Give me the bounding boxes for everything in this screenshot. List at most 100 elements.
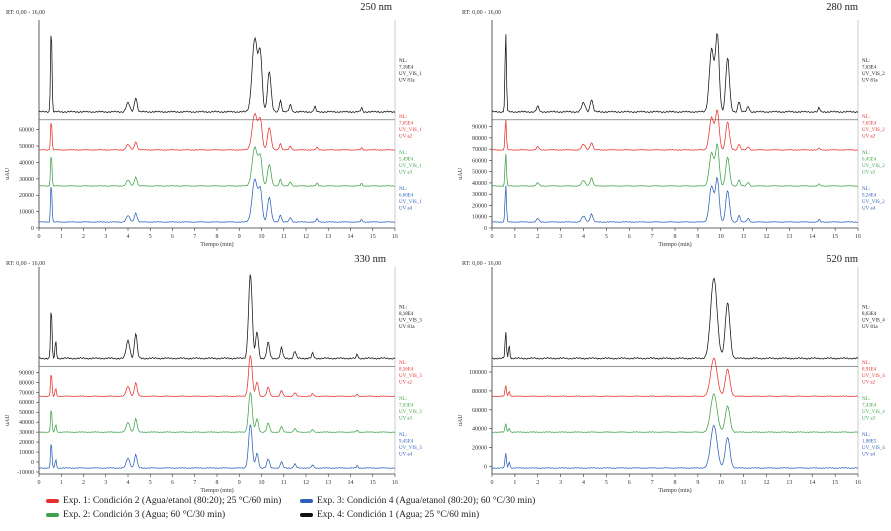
rt-range-label: RT: 0,00 - 16,00 [6, 261, 45, 267]
x-tick-label: 10 [718, 234, 724, 240]
trace-annotation-exp4: 7,63E4 [862, 65, 877, 70]
x-tick-label: 1 [60, 480, 63, 486]
trace-line-exp3 [491, 176, 859, 223]
x-tick-label: 1 [513, 480, 516, 486]
trace-annotation-exp3: UV_VIS_4 [862, 446, 885, 451]
x-tick-label: 14 [348, 234, 354, 240]
trace-annotation-exp3: 9,24E4 [862, 194, 877, 199]
x-tick-label: 12 [764, 480, 770, 486]
y-axis-label: uAU [458, 414, 464, 426]
trace-line-exp4 [38, 35, 396, 114]
trace-annotation-exp2: UV a3 [399, 417, 413, 422]
x-tick-label: 13 [786, 480, 792, 486]
x-tick-label: 9 [696, 234, 699, 240]
trace-annotation-exp4: UV 81a [862, 78, 878, 83]
x-tick-label: 12 [303, 480, 309, 486]
y-tick-label: 60000 [19, 128, 34, 134]
x-tick-label: 0 [491, 480, 494, 486]
y-tick-label: 10000 [19, 450, 34, 456]
trace-annotation-exp1: UV a2 [862, 381, 876, 386]
x-tick-label: 3 [104, 480, 107, 486]
y-tick-label: 60000 [472, 158, 487, 164]
trace-line-exp2 [491, 393, 859, 434]
x-tick-label: 11 [741, 480, 747, 486]
y-tick-label: 70000 [472, 147, 487, 153]
x-tick-label: 16 [392, 480, 398, 486]
x-tick-label: 9 [238, 234, 241, 240]
trace-line-exp4 [491, 32, 859, 114]
x-tick-label: 3 [559, 234, 562, 240]
trace-annotation-exp3: 6,60E4 [399, 194, 414, 199]
trace-annotation-exp2: 7,43E4 [862, 404, 877, 409]
x-tick-label: 0 [38, 480, 41, 486]
trace-annotation-exp2: 6,45E4 [862, 157, 877, 162]
x-tick-label: 7 [193, 480, 196, 486]
trace-annotation-exp3: NL: [399, 433, 407, 438]
trace-annotation-exp1: 8,36E4 [399, 368, 414, 373]
y-tick-label: 50000 [472, 170, 487, 176]
x-tick-label: 9 [238, 480, 241, 486]
x-tick-label: 12 [303, 234, 309, 240]
trace-annotation-exp1: UV a2 [399, 381, 413, 386]
trace-annotation-exp4: UV_VIS_2 [862, 72, 885, 77]
y-tick-label: 40000 [472, 427, 487, 433]
x-tick-label: 5 [149, 480, 152, 486]
x-tick-label: 4 [127, 234, 130, 240]
x-tick-label: 15 [832, 234, 838, 240]
y-tick-label: 0 [484, 464, 487, 470]
x-tick-label: 1 [513, 234, 516, 240]
x-tick-label: 7 [651, 480, 654, 486]
rt-range-label: RT: 0,00 - 16,00 [462, 261, 501, 267]
y-tick-label: 90000 [472, 125, 487, 131]
x-tick-label: 13 [325, 480, 331, 486]
trace-annotation-exp3: UV a4 [862, 207, 876, 212]
x-tick-label: 8 [674, 234, 677, 240]
trace-annotation-exp3: UV_VIS_1 [399, 200, 422, 205]
x-tick-label: 2 [536, 480, 539, 486]
legend-label-exp2: Exp. 2: Condición 3 (Agua; 60 °C/30 min) [63, 510, 226, 520]
x-tick-label: 13 [786, 234, 792, 240]
trace-annotation-exp3: UV a4 [399, 207, 413, 212]
x-tick-label: 7 [651, 234, 654, 240]
trace-line-exp3 [38, 178, 396, 223]
trace-annotation-exp2: UV_VIS_4 [862, 410, 885, 415]
y-tick-label: 30000 [19, 177, 34, 183]
rt-range-label: RT: 0,00 - 16,00 [462, 10, 501, 16]
y-tick-label: 0 [31, 226, 34, 232]
trace-annotation-exp1: NL: [862, 115, 870, 120]
x-tick-label: 2 [82, 480, 85, 486]
y-tick-label: 80000 [472, 389, 487, 395]
trace-annotation-exp3: 9,45E4 [399, 440, 414, 445]
panel-title: 520 nm [826, 254, 858, 265]
x-axis-label: Tiempo (min) [658, 487, 691, 494]
x-tick-label: 10 [718, 480, 724, 486]
x-tick-label: 10 [259, 480, 265, 486]
x-tick-label: 0 [491, 234, 494, 240]
x-tick-label: 2 [536, 234, 539, 240]
panel-title: 330 nm [354, 254, 386, 265]
trace-annotation-exp2: UV_VIS_2 [862, 164, 885, 169]
y-tick-label: 0 [484, 226, 487, 232]
x-tick-label: 11 [741, 234, 747, 240]
trace-annotation-exp2: UV_VIS_1 [399, 164, 422, 169]
trace-annotation-exp2: 5,49E4 [399, 157, 414, 162]
x-axis-label: Tiempo (min) [200, 487, 233, 494]
trace-annotation-exp1: NL: [399, 115, 407, 120]
x-tick-label: 16 [392, 234, 398, 240]
trace-annotation-exp1: UV a2 [399, 134, 413, 139]
trace-annotation-exp1: UV_VIS_2 [862, 128, 885, 133]
trace-annotation-exp1: NL: [399, 361, 407, 366]
x-axis-label: Tiempo (min) [658, 241, 691, 248]
y-tick-label: 50000 [19, 410, 34, 416]
trace-annotation-exp3: 1,08E5 [862, 440, 877, 445]
x-tick-label: 14 [348, 480, 354, 486]
y-tick-label: -10000 [17, 470, 34, 476]
trace-annotation-exp3: UV a4 [399, 453, 413, 458]
y-axis-label: uAU [5, 414, 11, 426]
y-tick-label: 100000 [469, 370, 487, 376]
y-tick-label: 20000 [19, 440, 34, 446]
